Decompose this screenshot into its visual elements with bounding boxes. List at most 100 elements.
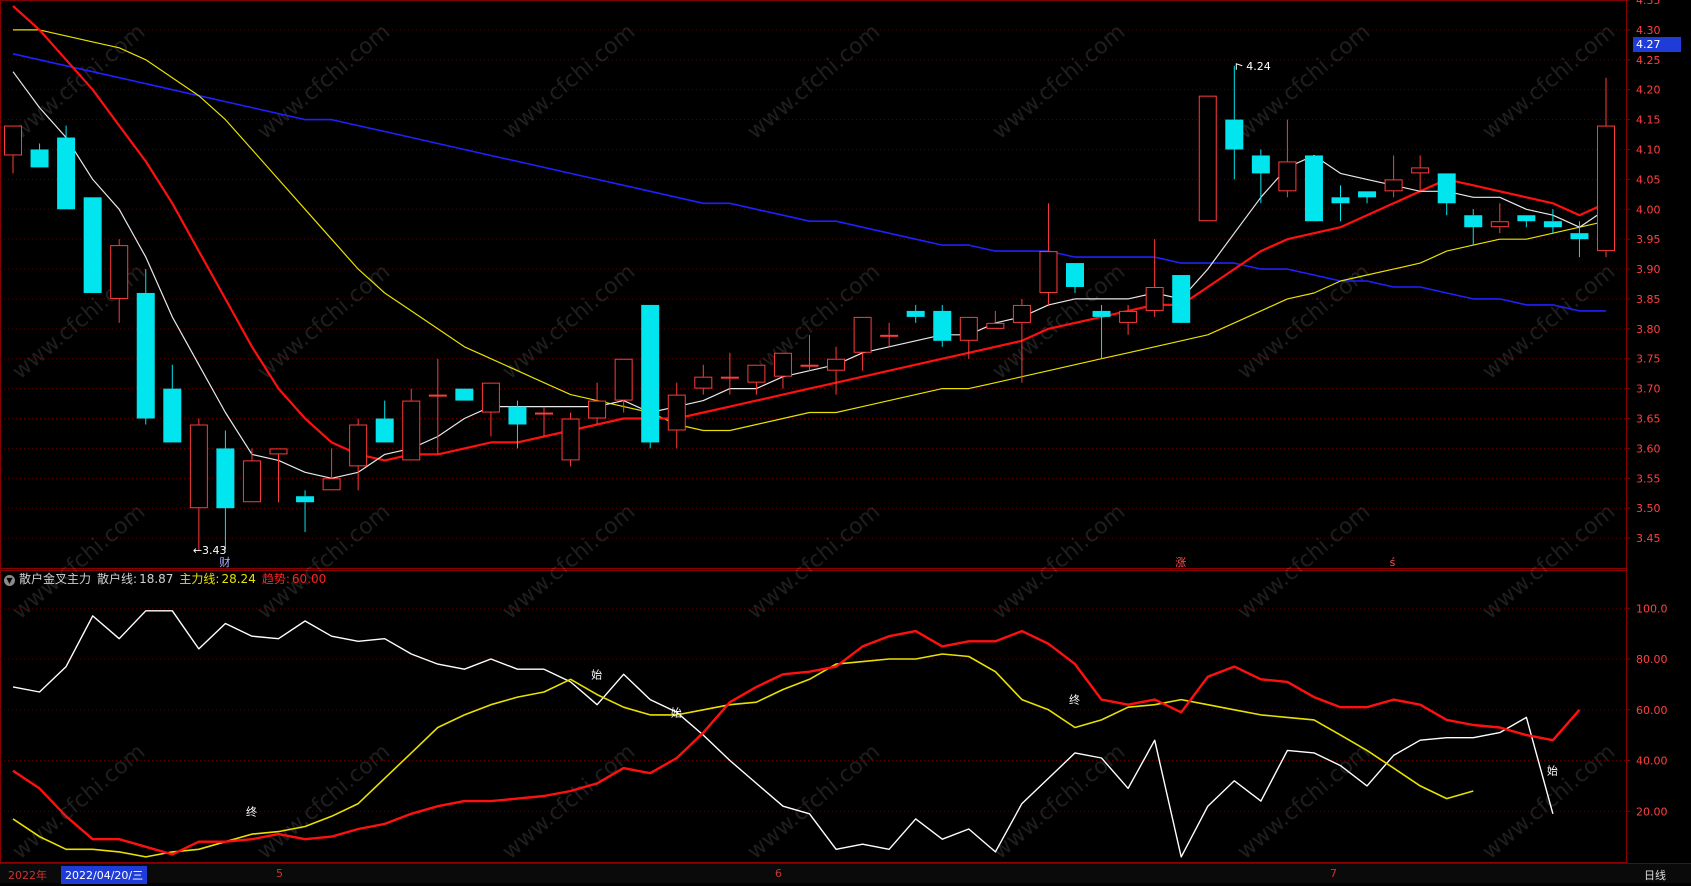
watermark-text: www.cfchi.com: [498, 499, 640, 624]
indicator-name[interactable]: 散户金叉主力: [19, 572, 92, 586]
candle: [136, 269, 155, 425]
indicator-tick-label: 40.00: [1636, 755, 1668, 768]
candle-body: [1570, 233, 1589, 240]
candle: [1464, 209, 1483, 246]
candle: [83, 197, 102, 293]
candle: [959, 316, 978, 359]
watermark-text: www.cfchi.com: [988, 19, 1130, 144]
price-tick-label: 4.15: [1636, 114, 1661, 127]
candle-body: [800, 364, 819, 367]
candle-body: [242, 460, 261, 503]
candle-body: [57, 137, 76, 210]
watermark-text: www.cfchi.com: [1233, 499, 1375, 624]
candle-body: [614, 358, 633, 401]
candles: [4, 65, 1615, 551]
candle: [349, 418, 368, 491]
candle: [1597, 77, 1615, 258]
candle-body: [1039, 251, 1058, 293]
signal-label: 始: [591, 667, 602, 681]
watermark-text: www.cfchi.com: [8, 739, 150, 864]
candle-body: [110, 245, 129, 299]
marker-zhang: 涨: [1175, 556, 1186, 569]
price-tick-label: 3.95: [1636, 233, 1661, 246]
watermark-text: www.cfchi.com: [253, 499, 395, 624]
time-axis: 2022年 2022/04/20/三 5 6 7 日线: [0, 863, 1691, 884]
candle: [1039, 203, 1058, 305]
ma20-line: [13, 29, 1607, 432]
candle-body: [561, 418, 580, 461]
candle-body: [1597, 125, 1615, 252]
watermark-text: www.cfchi.com: [253, 259, 395, 384]
candle: [933, 304, 952, 347]
month-label-5: 5: [276, 867, 283, 880]
candle-body: [1411, 167, 1430, 174]
candle-body: [535, 412, 553, 415]
watermark-text: www.cfchi.com: [743, 499, 885, 624]
price-tick-label: 4.35: [1636, 0, 1661, 7]
price-tick-label: 3.70: [1636, 383, 1661, 396]
price-tick-label: 3.55: [1636, 472, 1661, 485]
candle-body: [189, 424, 208, 509]
marker-s: ś: [1390, 556, 1396, 569]
candle-body: [720, 376, 739, 379]
candle-body: [1251, 155, 1270, 174]
candle: [508, 400, 527, 449]
candle-body: [1145, 286, 1164, 311]
price-tick-label: 3.75: [1636, 353, 1661, 366]
main-value: 28.24: [221, 572, 256, 586]
candle-body: [1543, 221, 1562, 228]
selected-date[interactable]: 2022/04/20/三: [61, 866, 148, 884]
main-label: 主力线:: [179, 572, 220, 586]
period-selector[interactable]: 日线: [1644, 869, 1666, 882]
marker-cai: 财: [219, 555, 230, 569]
candle: [641, 304, 660, 449]
candle-body: [641, 304, 660, 443]
candle-body: [906, 310, 925, 317]
candle: [694, 364, 713, 395]
watermark-text: www.cfchi.com: [743, 739, 885, 864]
candle: [216, 430, 235, 551]
candle: [827, 346, 846, 395]
candle-body: [1225, 119, 1244, 150]
candle: [110, 239, 129, 323]
candle: [561, 412, 580, 467]
candle: [853, 316, 872, 371]
watermark-text: www.cfchi.com: [988, 259, 1130, 384]
candle: [1570, 221, 1589, 258]
candle: [30, 143, 49, 168]
candle: [269, 448, 288, 503]
candle-body: [827, 358, 846, 371]
watermark-text: www.cfchi.com: [8, 259, 150, 384]
candle: [296, 490, 315, 533]
candle-body: [375, 418, 394, 443]
month-label-7: 7: [1330, 867, 1337, 880]
candle-body: [773, 352, 792, 377]
candle-body: [667, 394, 686, 431]
candle: [1172, 275, 1191, 323]
watermark-text: www.cfchi.com: [1233, 19, 1375, 144]
candle-body: [136, 292, 155, 419]
candle-body: [296, 496, 315, 503]
candle-body: [1437, 173, 1456, 204]
watermark-text: www.cfchi.com: [1233, 739, 1375, 864]
signal-label: 始: [1547, 764, 1558, 778]
candle: [1517, 215, 1536, 228]
candle: [1358, 191, 1377, 204]
candle-body: [959, 316, 978, 341]
candle: [1198, 95, 1217, 222]
candle-body: [694, 376, 713, 389]
candle: [1251, 149, 1270, 204]
candle: [1411, 155, 1430, 192]
watermark-text: www.cfchi.com: [1478, 499, 1620, 624]
collapse-icon[interactable]: ▼: [4, 575, 15, 586]
trend-value: 60.00: [291, 572, 327, 586]
price-tick-label: 4.10: [1636, 143, 1661, 156]
candle: [1066, 263, 1084, 293]
watermark-text: www.cfchi.com: [8, 499, 150, 624]
candle: [588, 382, 607, 425]
retail-line-label: 散户线: 18.87: [97, 572, 179, 586]
trend-line-label: 趋势: 60.00: [262, 572, 332, 586]
candle: [1384, 155, 1403, 198]
